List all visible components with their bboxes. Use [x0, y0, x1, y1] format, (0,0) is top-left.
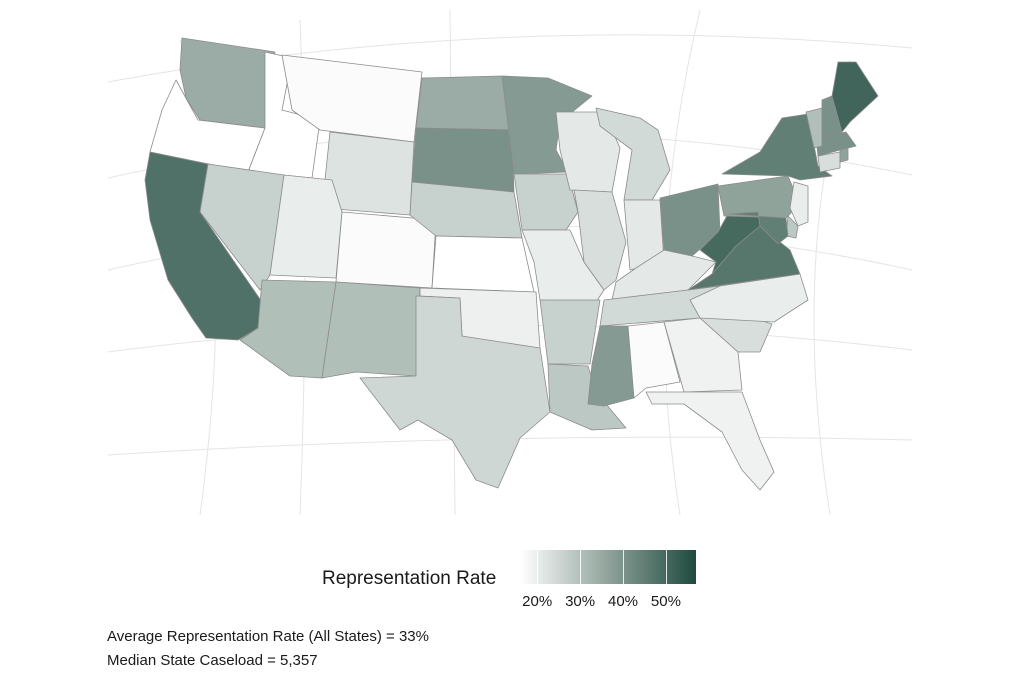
state-nj: [789, 181, 809, 227]
average-rate-note: Average Representation Rate (All States)…: [107, 628, 429, 645]
state-il: [573, 189, 627, 291]
state-mt: [281, 54, 423, 143]
legend-tick-mark: [537, 550, 539, 584]
state-nc: [689, 273, 809, 323]
legend-tick-mark: [665, 550, 667, 584]
state-la: [547, 363, 627, 431]
legend-title: Representation Rate: [322, 568, 497, 589]
state-sd: [411, 127, 515, 193]
legend-tick-mark: [623, 550, 625, 584]
state-ks: [431, 235, 535, 293]
state-ar: [539, 299, 601, 365]
state-ia: [513, 173, 579, 231]
state-md: [727, 211, 789, 245]
legend-tick-mark: [580, 550, 582, 584]
us-choropleth-map: [107, 9, 913, 516]
state-ct: [817, 151, 841, 173]
state-ms: [587, 325, 635, 407]
state-shapes: [144, 37, 879, 491]
state-tx: [359, 295, 551, 489]
median-caseload-note: Median State Caseload = 5,357: [107, 652, 318, 669]
legend-color-bar: [520, 550, 696, 584]
state-pa: [717, 175, 801, 219]
state-al: [627, 321, 681, 399]
state-mo: [521, 229, 605, 303]
state-ga: [663, 317, 743, 393]
state-vt: [805, 107, 823, 149]
state-me: [831, 61, 879, 133]
state-nm: [321, 281, 421, 379]
legend-tick-label: 40%: [608, 593, 639, 610]
legend-tick-label: 50%: [650, 593, 681, 610]
legend-tick-label: 30%: [565, 593, 596, 610]
state-fl: [645, 391, 775, 491]
state-nd: [415, 75, 513, 131]
legend-tick-label: 20%: [522, 593, 553, 610]
state-ny: [721, 113, 833, 181]
